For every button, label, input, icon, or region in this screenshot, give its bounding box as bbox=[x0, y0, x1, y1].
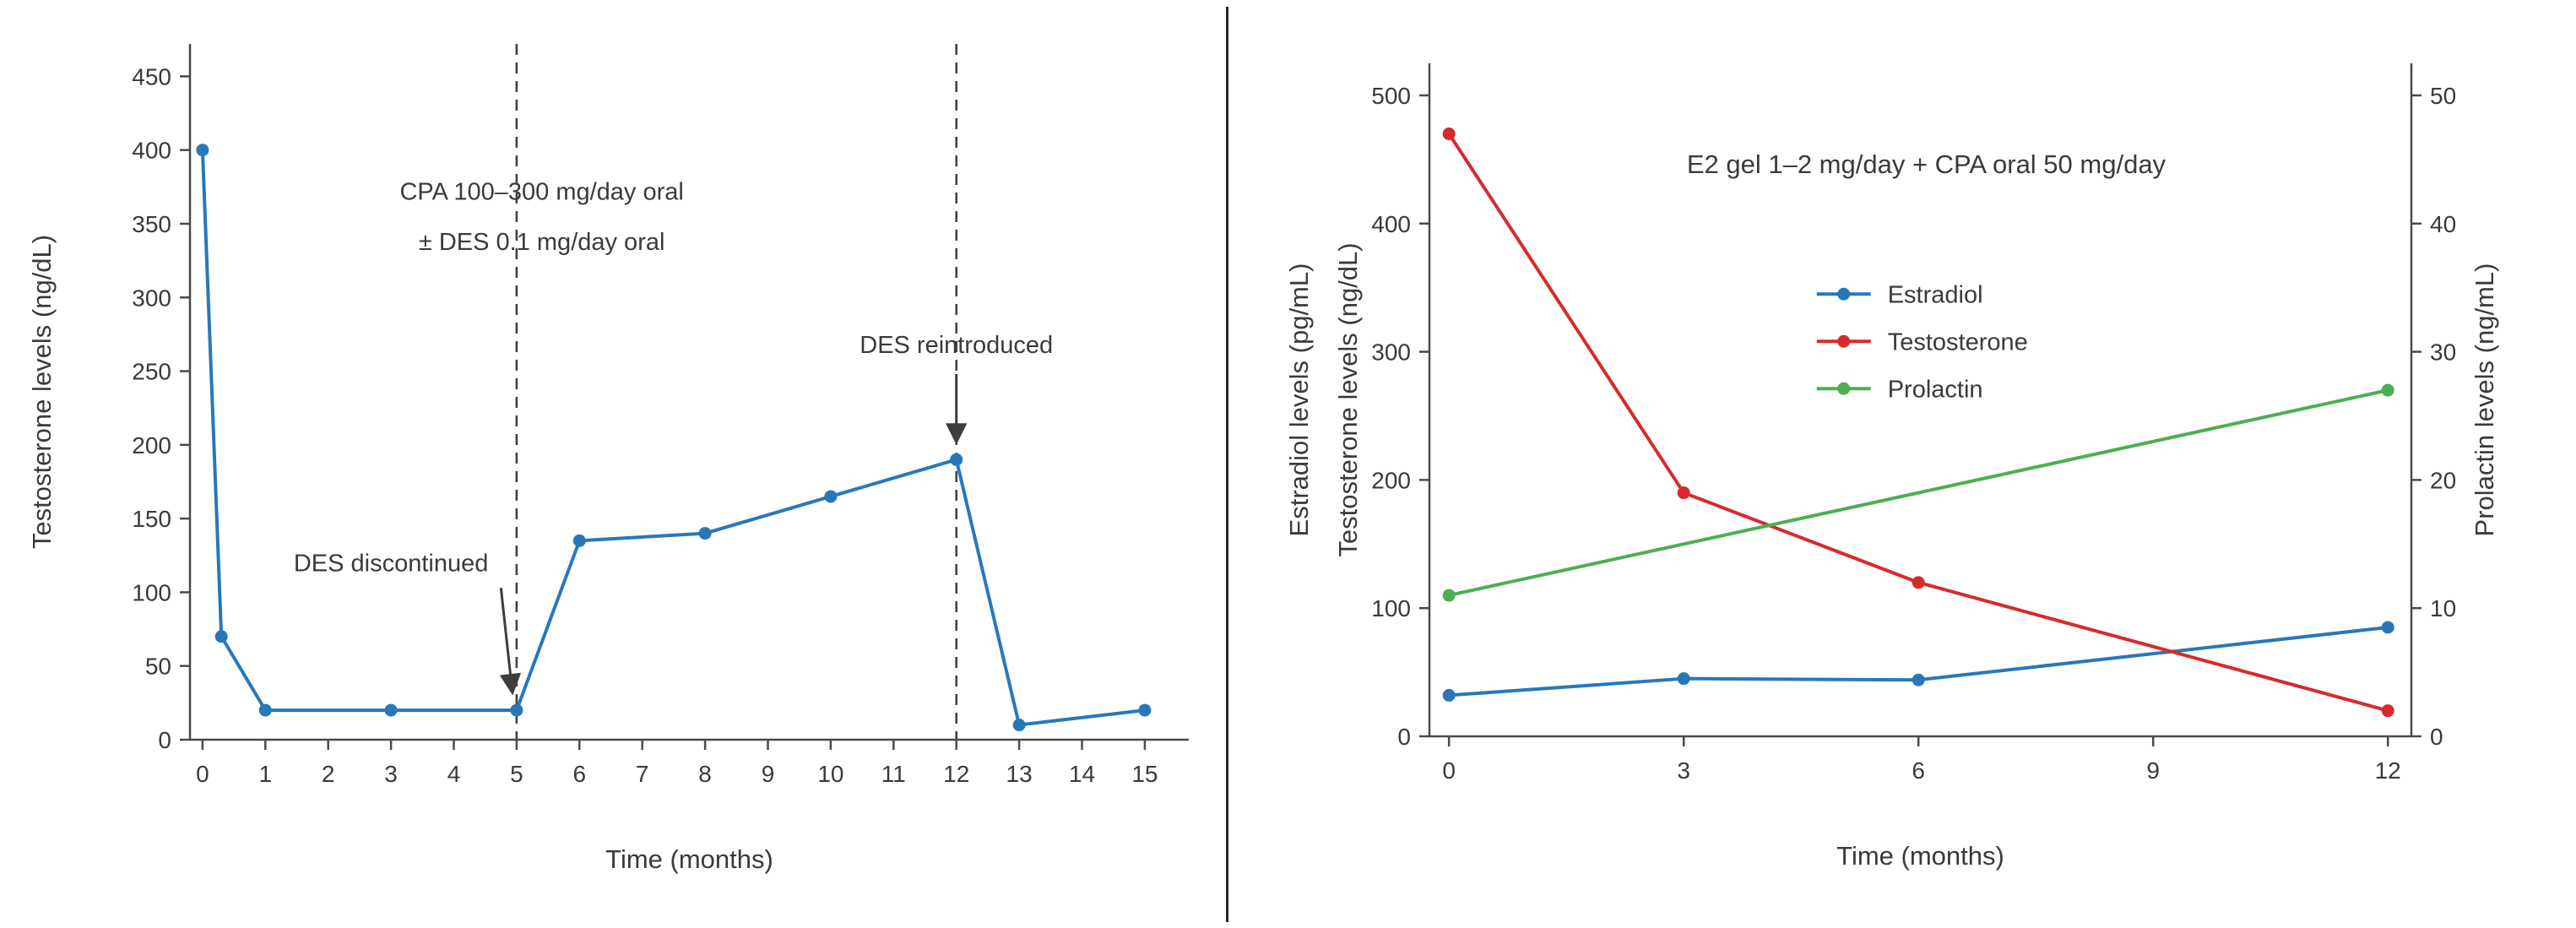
x-axis-label: Time (months) bbox=[605, 844, 773, 874]
series-line-estradiol bbox=[1447, 625, 2390, 697]
x-tick-label: 6 bbox=[1912, 757, 1925, 784]
y-tick-label-left: 300 bbox=[1371, 339, 1411, 366]
y-tick-label-right: 50 bbox=[2430, 83, 2456, 109]
y-tick-label-left: 0 bbox=[1397, 724, 1411, 750]
y-tick-label-left: 200 bbox=[1371, 467, 1411, 493]
data-point-testosterone bbox=[214, 630, 228, 643]
x-tick-label: 9 bbox=[2146, 757, 2160, 784]
y-tick-label-left: 400 bbox=[132, 138, 171, 164]
legend-swatch-dot bbox=[1837, 287, 1851, 301]
right-chart-panel: 0 3 6 9 12 0 100 200 300 400 500 0 10 20 30 40 50 E2 gel … bbox=[1238, 0, 2576, 928]
annotation-arrow bbox=[499, 588, 522, 696]
y-tick-label-right: 30 bbox=[2430, 339, 2456, 366]
legend-label: Estradiol bbox=[1888, 281, 1983, 308]
x-tick-label: 10 bbox=[817, 761, 843, 787]
y-tick-label-left: 100 bbox=[1371, 595, 1411, 621]
y-tick-label-left: 50 bbox=[145, 654, 171, 680]
x-tick-label: 13 bbox=[1006, 761, 1033, 787]
data-point-estradiol bbox=[2381, 621, 2394, 634]
data-point-testosterone bbox=[1677, 486, 1690, 500]
data-point-testosterone bbox=[950, 453, 963, 466]
data-point-testosterone bbox=[1012, 719, 1026, 732]
y-tick-label-left: 150 bbox=[132, 506, 171, 532]
x-tick-label: 14 bbox=[1069, 761, 1095, 787]
x-tick-label: 12 bbox=[943, 761, 969, 787]
y-tick-label-right: 10 bbox=[2430, 595, 2456, 621]
testosterone-time-chart: 0 1 2 3 4 5 6 7 8 9 10 11 12 13 14 15050100150200250300… bbox=[27, 44, 1189, 874]
legend-item-testosterone: Testosterone bbox=[1816, 328, 2028, 355]
legend-item-prolactin: Prolactin bbox=[1816, 376, 1983, 403]
x-tick-label: 9 bbox=[762, 761, 775, 787]
data-point-testosterone bbox=[572, 534, 586, 547]
y-tick-label-left: 400 bbox=[1371, 211, 1411, 237]
x-axis-label: Time (months) bbox=[1836, 841, 2004, 871]
y-tick-label-left: 200 bbox=[132, 432, 171, 459]
y-tick-label-left: 350 bbox=[132, 211, 171, 237]
series-line-testosterone bbox=[200, 148, 1147, 727]
y-tick-label-left: 250 bbox=[132, 359, 171, 385]
left-chart-panel: 0 1 2 3 4 5 6 7 8 9 10 11 12 13 14 15 0 50 100 150 200 250 300… bbox=[0, 0, 1216, 928]
y-tick-label-right: 20 bbox=[2430, 467, 2456, 493]
data-point-testosterone bbox=[1912, 576, 1925, 589]
series-line-prolactin bbox=[1447, 388, 2390, 598]
y-axis-label-left: Estradiol levels (pg/mL) bbox=[1284, 263, 1314, 537]
x-tick-label: 11 bbox=[881, 761, 906, 787]
data-point-testosterone bbox=[258, 703, 272, 717]
data-point-testosterone bbox=[196, 144, 209, 157]
x-tick-label: 2 bbox=[322, 761, 335, 787]
x-tick-label: 0 bbox=[1442, 757, 1456, 784]
x-tick-label: 5 bbox=[510, 761, 523, 787]
legend-label: Prolactin bbox=[1888, 376, 1983, 403]
data-point-testosterone bbox=[824, 490, 838, 503]
annotation-text: CPA 100–300 mg/day oral bbox=[399, 179, 683, 206]
data-point-testosterone bbox=[1442, 127, 1456, 140]
y-tick-label-left: 0 bbox=[158, 727, 171, 753]
data-point-estradiol bbox=[1912, 673, 1925, 687]
x-tick-label: 15 bbox=[1131, 761, 1158, 787]
y-tick-label-right: 0 bbox=[2430, 724, 2443, 750]
annotation-text: DES reintroduced bbox=[860, 332, 1053, 359]
data-point-testosterone bbox=[698, 527, 712, 540]
legend-item-estradiol: Estradiol bbox=[1816, 281, 1983, 308]
annotation-text: ± DES 0.1 mg/day oral bbox=[419, 229, 665, 256]
y-tick-label-left: 100 bbox=[132, 579, 171, 605]
x-tick-label: 7 bbox=[636, 761, 649, 787]
x-tick-label: 3 bbox=[1677, 757, 1690, 784]
x-tick-label: 3 bbox=[384, 761, 398, 787]
y-axis-label-right: Prolactin levels (ng/mL) bbox=[2470, 263, 2499, 537]
x-tick-label: 12 bbox=[2375, 757, 2401, 784]
legend: Estradiol Testosterone Prolactin bbox=[1816, 281, 2028, 403]
e2-cpa-combined-chart: 0 3 6 9 12 0 100 200 300 400 500 0 10 20 30 40 50 E2 gel … bbox=[1284, 63, 2499, 871]
x-tick-label: 0 bbox=[196, 761, 209, 787]
data-point-prolactin bbox=[1442, 589, 1456, 602]
legend-swatch-dot bbox=[1837, 382, 1851, 395]
data-point-testosterone bbox=[510, 703, 523, 717]
x-tick-label: 6 bbox=[573, 761, 587, 787]
data-point-testosterone bbox=[2381, 704, 2394, 718]
data-point-estradiol bbox=[1442, 688, 1456, 702]
data-point-estradiol bbox=[1677, 672, 1690, 686]
y-axis-label-left: Testosterone levels (ng/dL) bbox=[1333, 242, 1363, 556]
y-tick-label-right: 40 bbox=[2430, 211, 2456, 237]
data-point-prolactin bbox=[2381, 383, 2394, 397]
annotation-text: DES discontinued bbox=[294, 551, 489, 578]
x-tick-label: 1 bbox=[258, 761, 272, 787]
x-tick-label: 4 bbox=[447, 761, 461, 787]
series-line-testosterone bbox=[1447, 132, 2390, 713]
legend-swatch-dot bbox=[1837, 334, 1851, 348]
data-point-testosterone bbox=[384, 703, 398, 717]
y-tick-label-left: 450 bbox=[132, 63, 171, 90]
panel-divider bbox=[1226, 7, 1228, 922]
y-axis-label-left: Testosterone levels (ng/dL) bbox=[27, 235, 57, 549]
y-tick-label-left: 500 bbox=[1371, 83, 1411, 109]
x-tick-label: 8 bbox=[698, 761, 712, 787]
y-tick-label-left: 300 bbox=[132, 285, 171, 311]
legend-label: Testosterone bbox=[1888, 328, 2028, 355]
annotation-text: E2 gel 1–2 mg/day + CPA oral 50 mg/day bbox=[1687, 149, 2167, 179]
data-point-testosterone bbox=[1138, 703, 1152, 717]
